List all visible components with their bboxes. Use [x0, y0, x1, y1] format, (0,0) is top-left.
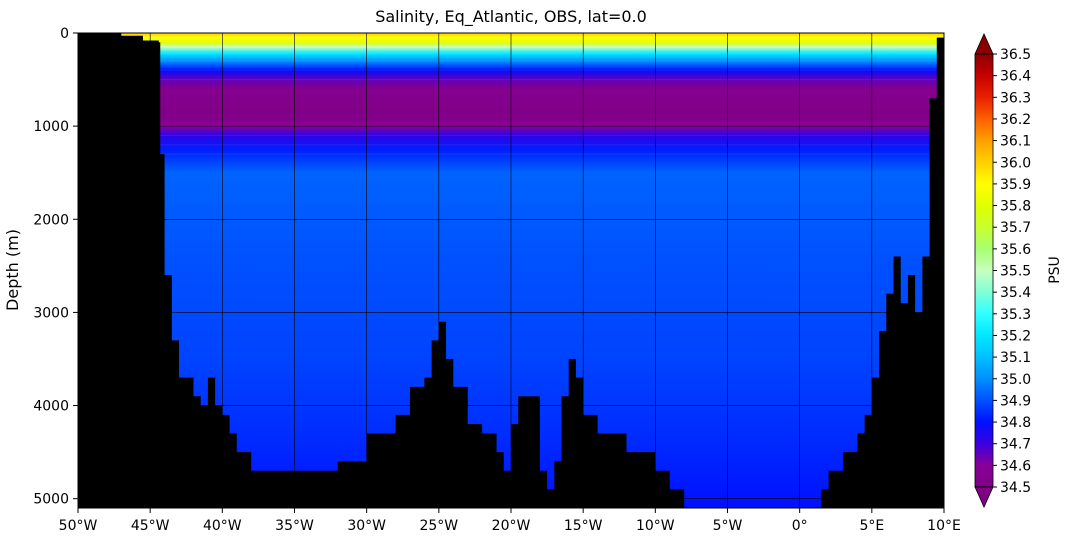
chart-title: Salinity, Eq_Atlantic, OBS, lat=0.0: [375, 7, 647, 27]
colorbar-tick-label: 34.9: [1000, 393, 1031, 409]
x-tick-label: 30°W: [347, 518, 386, 534]
colorbar-label: PSU: [1047, 256, 1063, 284]
seafloor-bathymetry: [78, 33, 944, 508]
colorbar-extend-max: [974, 33, 994, 55]
x-tick-label: 35°W: [275, 518, 314, 534]
y-tick-label: 0: [60, 26, 69, 42]
x-tick-label: 45°W: [131, 518, 170, 534]
y-tick-label: 2000: [33, 212, 69, 228]
x-tick-label: 15°W: [564, 518, 603, 534]
x-tick-label: 10°E: [927, 518, 961, 534]
colorbar-tick-label: 36.0: [1000, 155, 1031, 171]
y-tick-label: 4000: [33, 399, 69, 415]
colorbar-tick-label: 36.2: [1000, 112, 1031, 128]
y-tick-label: 5000: [33, 492, 69, 508]
colorbar-tick-label: 34.7: [1000, 437, 1031, 453]
colorbar-tick-label: 35.9: [1000, 177, 1031, 193]
colorbar-tick-label: 35.8: [1000, 199, 1031, 215]
colorbar-tick-label: 36.1: [1000, 134, 1031, 150]
colorbar-tick-label: 34.5: [1000, 480, 1031, 496]
colorbar-tick-label: 34.6: [1000, 458, 1031, 474]
colorbar-tick-label: 35.3: [1000, 307, 1031, 323]
y-tick-label: 3000: [33, 305, 69, 321]
colorbar-tick-label: 35.1: [1000, 350, 1031, 366]
x-tick-label: 20°W: [492, 518, 531, 534]
x-tick-label: 5°E: [859, 518, 884, 534]
plot-area: [78, 33, 944, 508]
colorbar-tick-label: 35.7: [1000, 220, 1031, 236]
colorbar-extend-min: [974, 486, 994, 508]
x-tick-label: 10°W: [636, 518, 675, 534]
colorbar-tick-label: 35.0: [1000, 372, 1031, 388]
colorbar-tick-label: 35.2: [1000, 328, 1031, 344]
colorbar-tick-label: 36.5: [1000, 47, 1031, 63]
y-axis-label: Depth (m): [3, 229, 22, 311]
x-tick-label: 0°: [792, 518, 808, 534]
y-tick-label: 1000: [33, 119, 69, 135]
colorbar-tick-label: 35.4: [1000, 285, 1031, 301]
x-tick-label: 50°W: [59, 518, 98, 534]
colorbar-body: [974, 53, 994, 488]
colorbar: 34.5 34.6 34.7 34.8 34.9 35.0 35.1 35.2 35.3 35.4…: [974, 33, 1063, 508]
x-axis-ticks: 50°W 45°W 40°W 35°W 30°W 25°W 20°W 15°W 10°W 5°W 0…: [59, 508, 961, 534]
y-axis-ticks: 0 1000 2000 3000 4000 5000: [33, 26, 78, 508]
colorbar-tick-label: 36.3: [1000, 90, 1031, 106]
colorbar-ticks: 34.5 34.6 34.7 34.8 34.9 35.0 35.1 35.2 35.3 35.4…: [993, 47, 1031, 496]
x-tick-label: 25°W: [419, 518, 458, 534]
colorbar-tick-label: 35.6: [1000, 242, 1031, 258]
x-tick-label: 5°W: [713, 518, 743, 534]
colorbar-tick-label: 35.5: [1000, 264, 1031, 280]
colorbar-tick-label: 34.8: [1000, 415, 1031, 431]
x-tick-label: 40°W: [203, 518, 242, 534]
colorbar-tick-label: 36.4: [1000, 69, 1031, 85]
